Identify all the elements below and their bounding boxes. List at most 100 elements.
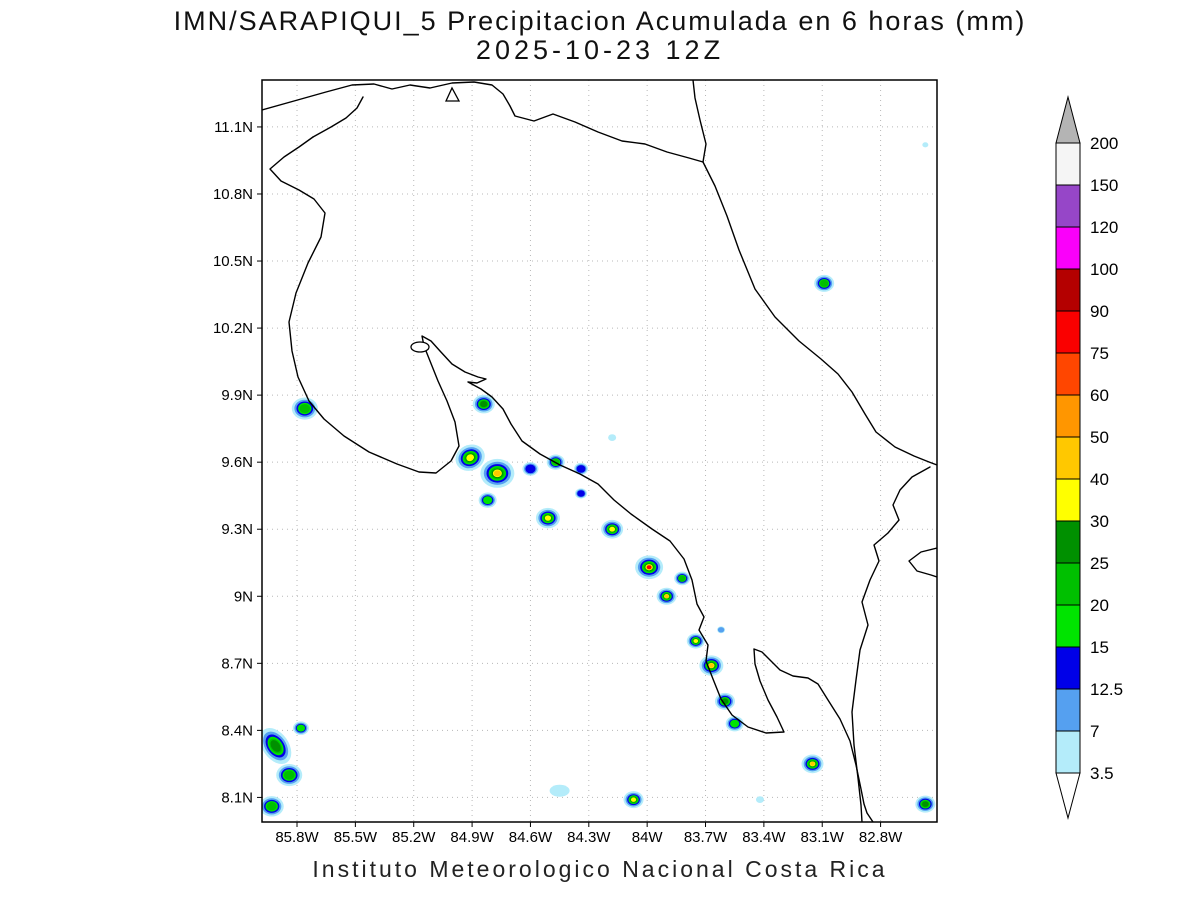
colorbar-level-label: 40 <box>1090 470 1109 489</box>
colorbar-level-label: 50 <box>1090 428 1109 447</box>
precip-cell-ring <box>609 526 616 532</box>
lat-tick-label: 11.1N <box>214 119 253 136</box>
costa-rica-caribbean-coast <box>702 161 937 466</box>
precip-cell-ring <box>730 719 740 728</box>
lon-tick-label: 84.9W <box>450 829 494 846</box>
colorbar-band <box>1055 310 1081 354</box>
colorbar-level-label: 90 <box>1090 302 1109 321</box>
colorbar-band <box>1055 352 1081 396</box>
colorbar-level-label: 200 <box>1090 134 1118 153</box>
precip-cell-ring <box>493 470 501 477</box>
lon-tick-label: 83.1W <box>801 829 845 846</box>
precip-cell-ring <box>483 496 493 505</box>
lat-tick-label: 10.2N <box>213 320 253 337</box>
lat-tick-label: 9.6N <box>221 454 253 471</box>
precip-cell-ring <box>296 724 306 732</box>
precip-cell-ring <box>755 796 764 804</box>
lon-tick-label: 84W <box>632 829 664 846</box>
precip-cell-ring <box>270 740 281 752</box>
panama-border <box>851 466 931 822</box>
colorbar-level-label: 7 <box>1090 722 1099 741</box>
precip-cell-ring <box>466 454 474 462</box>
precip-cell-ring <box>266 802 277 811</box>
nicaragua-border-segment <box>312 96 364 138</box>
colorbar: 3.5 7 12.5 15 20 25 30 40 50 60 75 90 100 120 150 200 <box>1055 95 1123 820</box>
isla-chira <box>410 341 430 353</box>
lon-tick-label: 83.4W <box>742 829 786 846</box>
lon-tick-label: 85.8W <box>275 829 319 846</box>
colorbar-band <box>1055 730 1081 774</box>
chart-title: IMN/SARAPIQUI_5 Precipitacion Acumulada … <box>173 6 1027 36</box>
colorbar-level-label: 30 <box>1090 512 1109 531</box>
lon-tick-label: 85.5W <box>334 829 378 846</box>
colorbar-band <box>1055 394 1081 438</box>
lat-tick-label: 9.9N <box>221 387 253 404</box>
precip-cell-ring <box>820 279 829 287</box>
colorbar-level-label: 60 <box>1090 386 1109 405</box>
colorbar-band <box>1055 478 1081 522</box>
map-frame <box>261 79 938 823</box>
colorbar-level-label: 12.5 <box>1090 680 1123 699</box>
colorbar-band <box>1055 562 1081 606</box>
precip-cell-ring <box>922 142 929 148</box>
colorbar-level-label: 100 <box>1090 260 1118 279</box>
precip-cell-ring <box>577 490 585 497</box>
lon-tick-label: 84.6W <box>509 829 553 846</box>
colorbar-band <box>1055 226 1081 270</box>
colorbar-band <box>1055 142 1081 186</box>
colorbar-level-label: 25 <box>1090 554 1109 573</box>
colorbar-arrow-top <box>1055 95 1081 144</box>
lat-tick-label: 8.4N <box>221 722 253 739</box>
colorbar-band <box>1055 688 1081 732</box>
coastline-layer <box>262 80 937 822</box>
colorbar-level-label: 3.5 <box>1090 764 1114 783</box>
precip-cell-ring <box>525 464 536 474</box>
colorbar-band <box>1055 604 1081 648</box>
lon-tick-label: 83.7W <box>684 829 728 846</box>
costa-rica-pacific-coast <box>269 136 874 822</box>
lat-tick-label: 9.3N <box>221 521 253 538</box>
grid-layer <box>262 80 937 822</box>
chart-subtitle-datetime: 2025-10-23 12Z <box>475 35 725 65</box>
precip-cell-ring <box>810 761 815 766</box>
precip-cell-ring <box>576 465 586 473</box>
panama-lagoon-coast <box>908 547 937 578</box>
lake-nicaragua-shore-and-san-juan-river <box>262 81 704 163</box>
lat-tick-label: 8.1N <box>221 789 253 806</box>
precip-cell-ring <box>630 797 637 802</box>
precip-cell-ring <box>544 515 552 521</box>
precip-cell-ring <box>922 801 929 807</box>
colorbar-arrow-bottom <box>1055 772 1081 820</box>
lake-island-icon <box>444 86 461 102</box>
precip-cell-ring <box>708 663 714 668</box>
precip-cell-ring <box>480 401 488 408</box>
precipitation-layer <box>262 142 936 817</box>
precip-cell-ring <box>717 627 725 633</box>
colorbar-band <box>1055 436 1081 480</box>
colorbar-level-label: 120 <box>1090 218 1118 237</box>
precip-cell-ring <box>678 575 686 582</box>
precip-cell-ring <box>664 594 669 599</box>
lon-tick-label: 85.2W <box>392 829 436 846</box>
precip-cell-ring <box>283 770 295 780</box>
precip-cell-ring <box>646 565 652 570</box>
colorbar-level-label: 15 <box>1090 638 1109 657</box>
precip-cell-ring <box>693 638 699 643</box>
precip-cell-ring <box>608 434 617 441</box>
institution-footer: Instituto Meteorologico Nacional Costa R… <box>312 856 888 882</box>
axis-labels-layer: 11.1N 10.8N 10.5N 10.2N 9.9N 9.6N 9.3N 9N 8.7N 8.… <box>213 119 903 846</box>
colorbar-level-label: 150 <box>1090 176 1118 195</box>
colorbar-band <box>1055 268 1081 312</box>
precip-cell-ring <box>299 404 311 414</box>
colorbar-band <box>1055 184 1081 228</box>
colorbar-band <box>1055 646 1081 690</box>
lat-tick-label: 9N <box>234 588 253 605</box>
lat-tick-label: 10.8N <box>213 186 253 203</box>
colorbar-level-label: 75 <box>1090 344 1109 363</box>
precip-cell-ring <box>549 784 570 797</box>
lat-tick-label: 8.7N <box>221 655 253 672</box>
lat-tick-label: 10.5N <box>213 253 253 270</box>
colorbar-band <box>1055 520 1081 564</box>
colorbar-level-label: 20 <box>1090 596 1109 615</box>
